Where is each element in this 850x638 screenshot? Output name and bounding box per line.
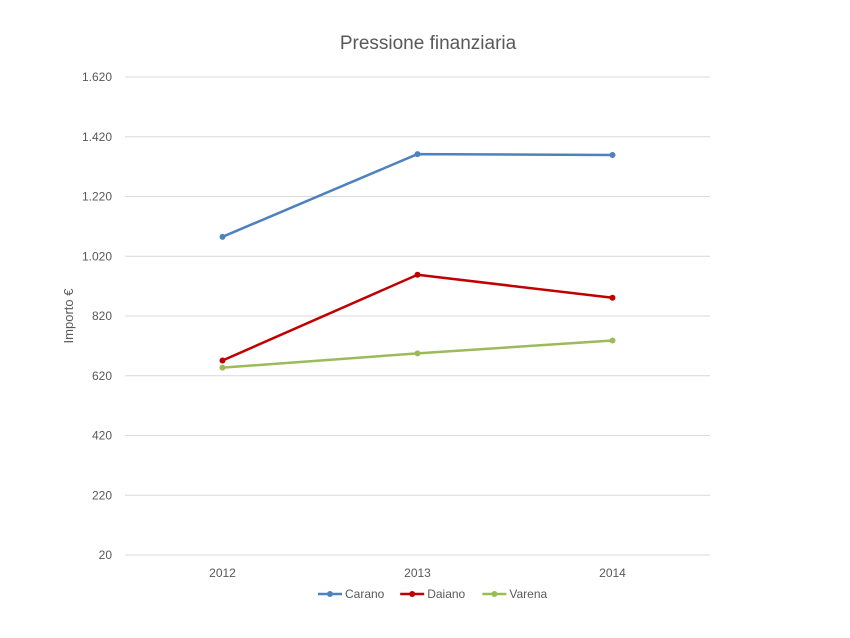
- y-axis-label: Importo €: [61, 288, 76, 344]
- chart-title: Pressione finanziaria: [340, 33, 517, 54]
- y-tick-label: 20: [99, 548, 113, 562]
- data-point-daiano: [414, 271, 421, 278]
- legend-marker-carano: [327, 591, 333, 597]
- y-tick-label: 1.420: [82, 130, 112, 144]
- data-point-varena: [219, 364, 226, 371]
- data-point-varena: [414, 350, 421, 357]
- data-point-carano: [414, 151, 421, 158]
- legend-label-carano: Carano: [345, 587, 385, 601]
- data-point-carano: [609, 151, 616, 158]
- x-tick-label: 2014: [599, 566, 626, 580]
- y-tick-label: 620: [92, 369, 112, 383]
- y-tick-label: 1.220: [82, 190, 112, 204]
- y-tick-label: 1.020: [82, 249, 112, 263]
- series-line-carano: [222, 152, 613, 238]
- legend-label-daiano: Daiano: [427, 587, 465, 601]
- data-point-carano: [219, 233, 226, 240]
- data-point-daiano: [219, 357, 226, 364]
- x-tick-label: 2012: [209, 566, 236, 580]
- legend-marker-varena: [491, 591, 498, 597]
- x-tick-label: 2013: [404, 566, 431, 580]
- legend-marker-daiano: [409, 591, 416, 597]
- y-tick-label: 220: [92, 488, 112, 502]
- series-line-daiano: [221, 273, 613, 362]
- data-point-daiano: [609, 294, 616, 301]
- y-tick-label: 420: [92, 429, 112, 443]
- y-tick-label: 1.620: [82, 70, 112, 84]
- data-point-varena: [609, 337, 616, 344]
- legend-label-varena: Varena: [509, 587, 547, 601]
- y-tick-label: 820: [92, 309, 112, 323]
